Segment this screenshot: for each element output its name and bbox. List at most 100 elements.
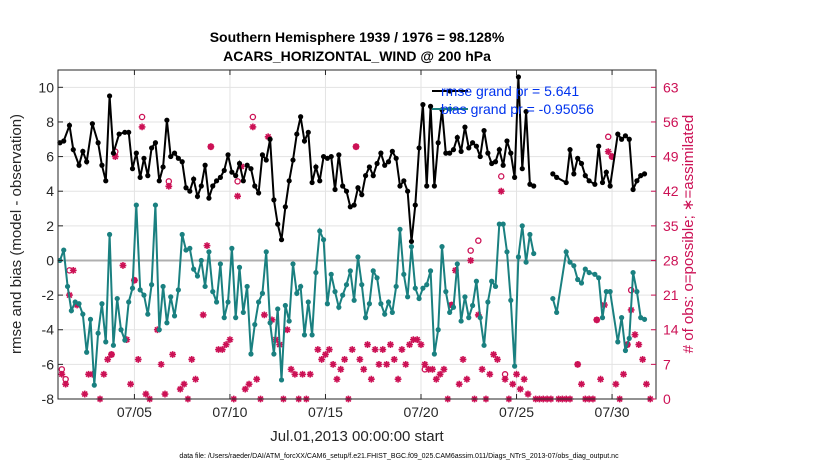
rmse-point [443, 150, 449, 156]
obs-assimilated-point [241, 385, 249, 393]
rmse-point [145, 173, 151, 179]
bias-point [221, 315, 227, 321]
rmse-point [95, 140, 101, 146]
bias-series [57, 202, 648, 388]
rmse-point [343, 188, 350, 194]
rmse-point [156, 178, 162, 184]
bias-point [351, 297, 357, 303]
bias-point [439, 244, 445, 250]
obs-assimilated-point [604, 148, 612, 156]
y-left-tick-label: 0 [46, 252, 54, 268]
bias-point [366, 301, 373, 307]
bias-point [370, 268, 376, 274]
rmse-point [462, 124, 468, 130]
rmse-point [382, 162, 388, 168]
bias-point [114, 295, 120, 302]
rmse-point [630, 186, 636, 193]
rmse-point [427, 103, 434, 109]
obs-assimilated-point [356, 356, 364, 363]
obs-assimilated-point [62, 380, 70, 388]
obs-assimilated-point [138, 123, 146, 131]
obs-assimilated-point [161, 390, 169, 398]
obs-assimilated-point [238, 163, 245, 170]
rmse-point [504, 138, 510, 144]
y-left-tick-label: -2 [42, 287, 55, 303]
y-right-tick-label: 14 [663, 322, 679, 338]
obs-assimilated-point [367, 375, 375, 383]
bias-point [382, 311, 388, 317]
rmse-point [282, 204, 288, 210]
bias-point [282, 302, 288, 309]
bias-point [634, 289, 640, 295]
obs-possible-point [604, 133, 612, 141]
bias-point [202, 283, 208, 290]
rmse-point [259, 152, 266, 158]
bias-point [286, 318, 292, 324]
obs-assimilated-point [322, 351, 329, 358]
rmse-point [183, 185, 189, 191]
bias-point [298, 283, 304, 290]
bias-point [290, 261, 296, 267]
bias-point [435, 327, 441, 333]
obs-assimilated-point [264, 133, 272, 141]
bias-point [236, 264, 243, 270]
obs-assimilated-point [360, 365, 368, 373]
bias-point [206, 249, 212, 255]
bias-point [496, 221, 502, 227]
rmse-point [267, 136, 273, 142]
bias-point [141, 292, 147, 298]
y-right-tick-label: 21 [663, 287, 679, 303]
bias-point [340, 292, 346, 298]
rmse-point [512, 174, 518, 180]
rmse-point [469, 140, 476, 146]
rmse-point [152, 140, 159, 146]
obs-assimilated-point [417, 341, 425, 348]
rmse-point [198, 183, 204, 189]
rmse-point [626, 136, 632, 142]
y-axis-left: -8 -6 -4 -2 0 2 4 6 8 10 [38, 79, 63, 407]
bias-point [137, 287, 143, 293]
obs-assimilated-point [597, 375, 604, 383]
obs-assimilated-point [455, 380, 463, 388]
rmse-point [256, 190, 262, 196]
rmse-point [519, 166, 525, 172]
bias-point [424, 282, 430, 288]
rmse-point [454, 134, 460, 141]
legend-entry-rmse: rmse grand pr = 5.641 [441, 83, 579, 99]
bias-point [328, 271, 334, 277]
obs-assimilated-point [218, 346, 226, 353]
obs-assimilated-point [494, 356, 501, 363]
bias-point [374, 275, 380, 281]
rmse-point [431, 183, 437, 189]
bias-point [378, 301, 384, 307]
obs-assimilated-point [222, 341, 230, 348]
legend: rmse grand pr = 5.641 bias grand pr = -0.… [432, 83, 594, 117]
rmse-point [164, 117, 170, 123]
rmse-point [473, 143, 480, 149]
rmse-point [271, 197, 277, 203]
rmse-point [263, 157, 269, 163]
rmse-point [370, 173, 376, 179]
rmse-point [233, 173, 239, 179]
bias-point [447, 309, 453, 316]
bias-point [164, 320, 170, 326]
chart-title-line-2: ACARS_HORIZONTAL_WIND @ 200 hPa [223, 48, 491, 64]
rmse-point [301, 138, 308, 144]
obs-assimilated-point [348, 346, 356, 353]
rmse-point [578, 160, 585, 167]
rmse-point [191, 176, 197, 182]
obs-assimilated-point [371, 346, 379, 353]
bias-point [563, 249, 569, 255]
rmse-point [447, 150, 453, 156]
obs-assimilated-point [409, 336, 417, 344]
bias-point [160, 283, 166, 290]
bias-point [427, 268, 434, 274]
rmse-point [435, 140, 441, 146]
obs-assimilated-point [413, 336, 421, 344]
rmse-point [374, 160, 380, 167]
obs-assimilated-point [253, 375, 261, 383]
rmse-point [485, 150, 491, 156]
rmse-point [286, 178, 292, 184]
rmse-point [416, 145, 422, 151]
rmse-line [552, 131, 645, 190]
